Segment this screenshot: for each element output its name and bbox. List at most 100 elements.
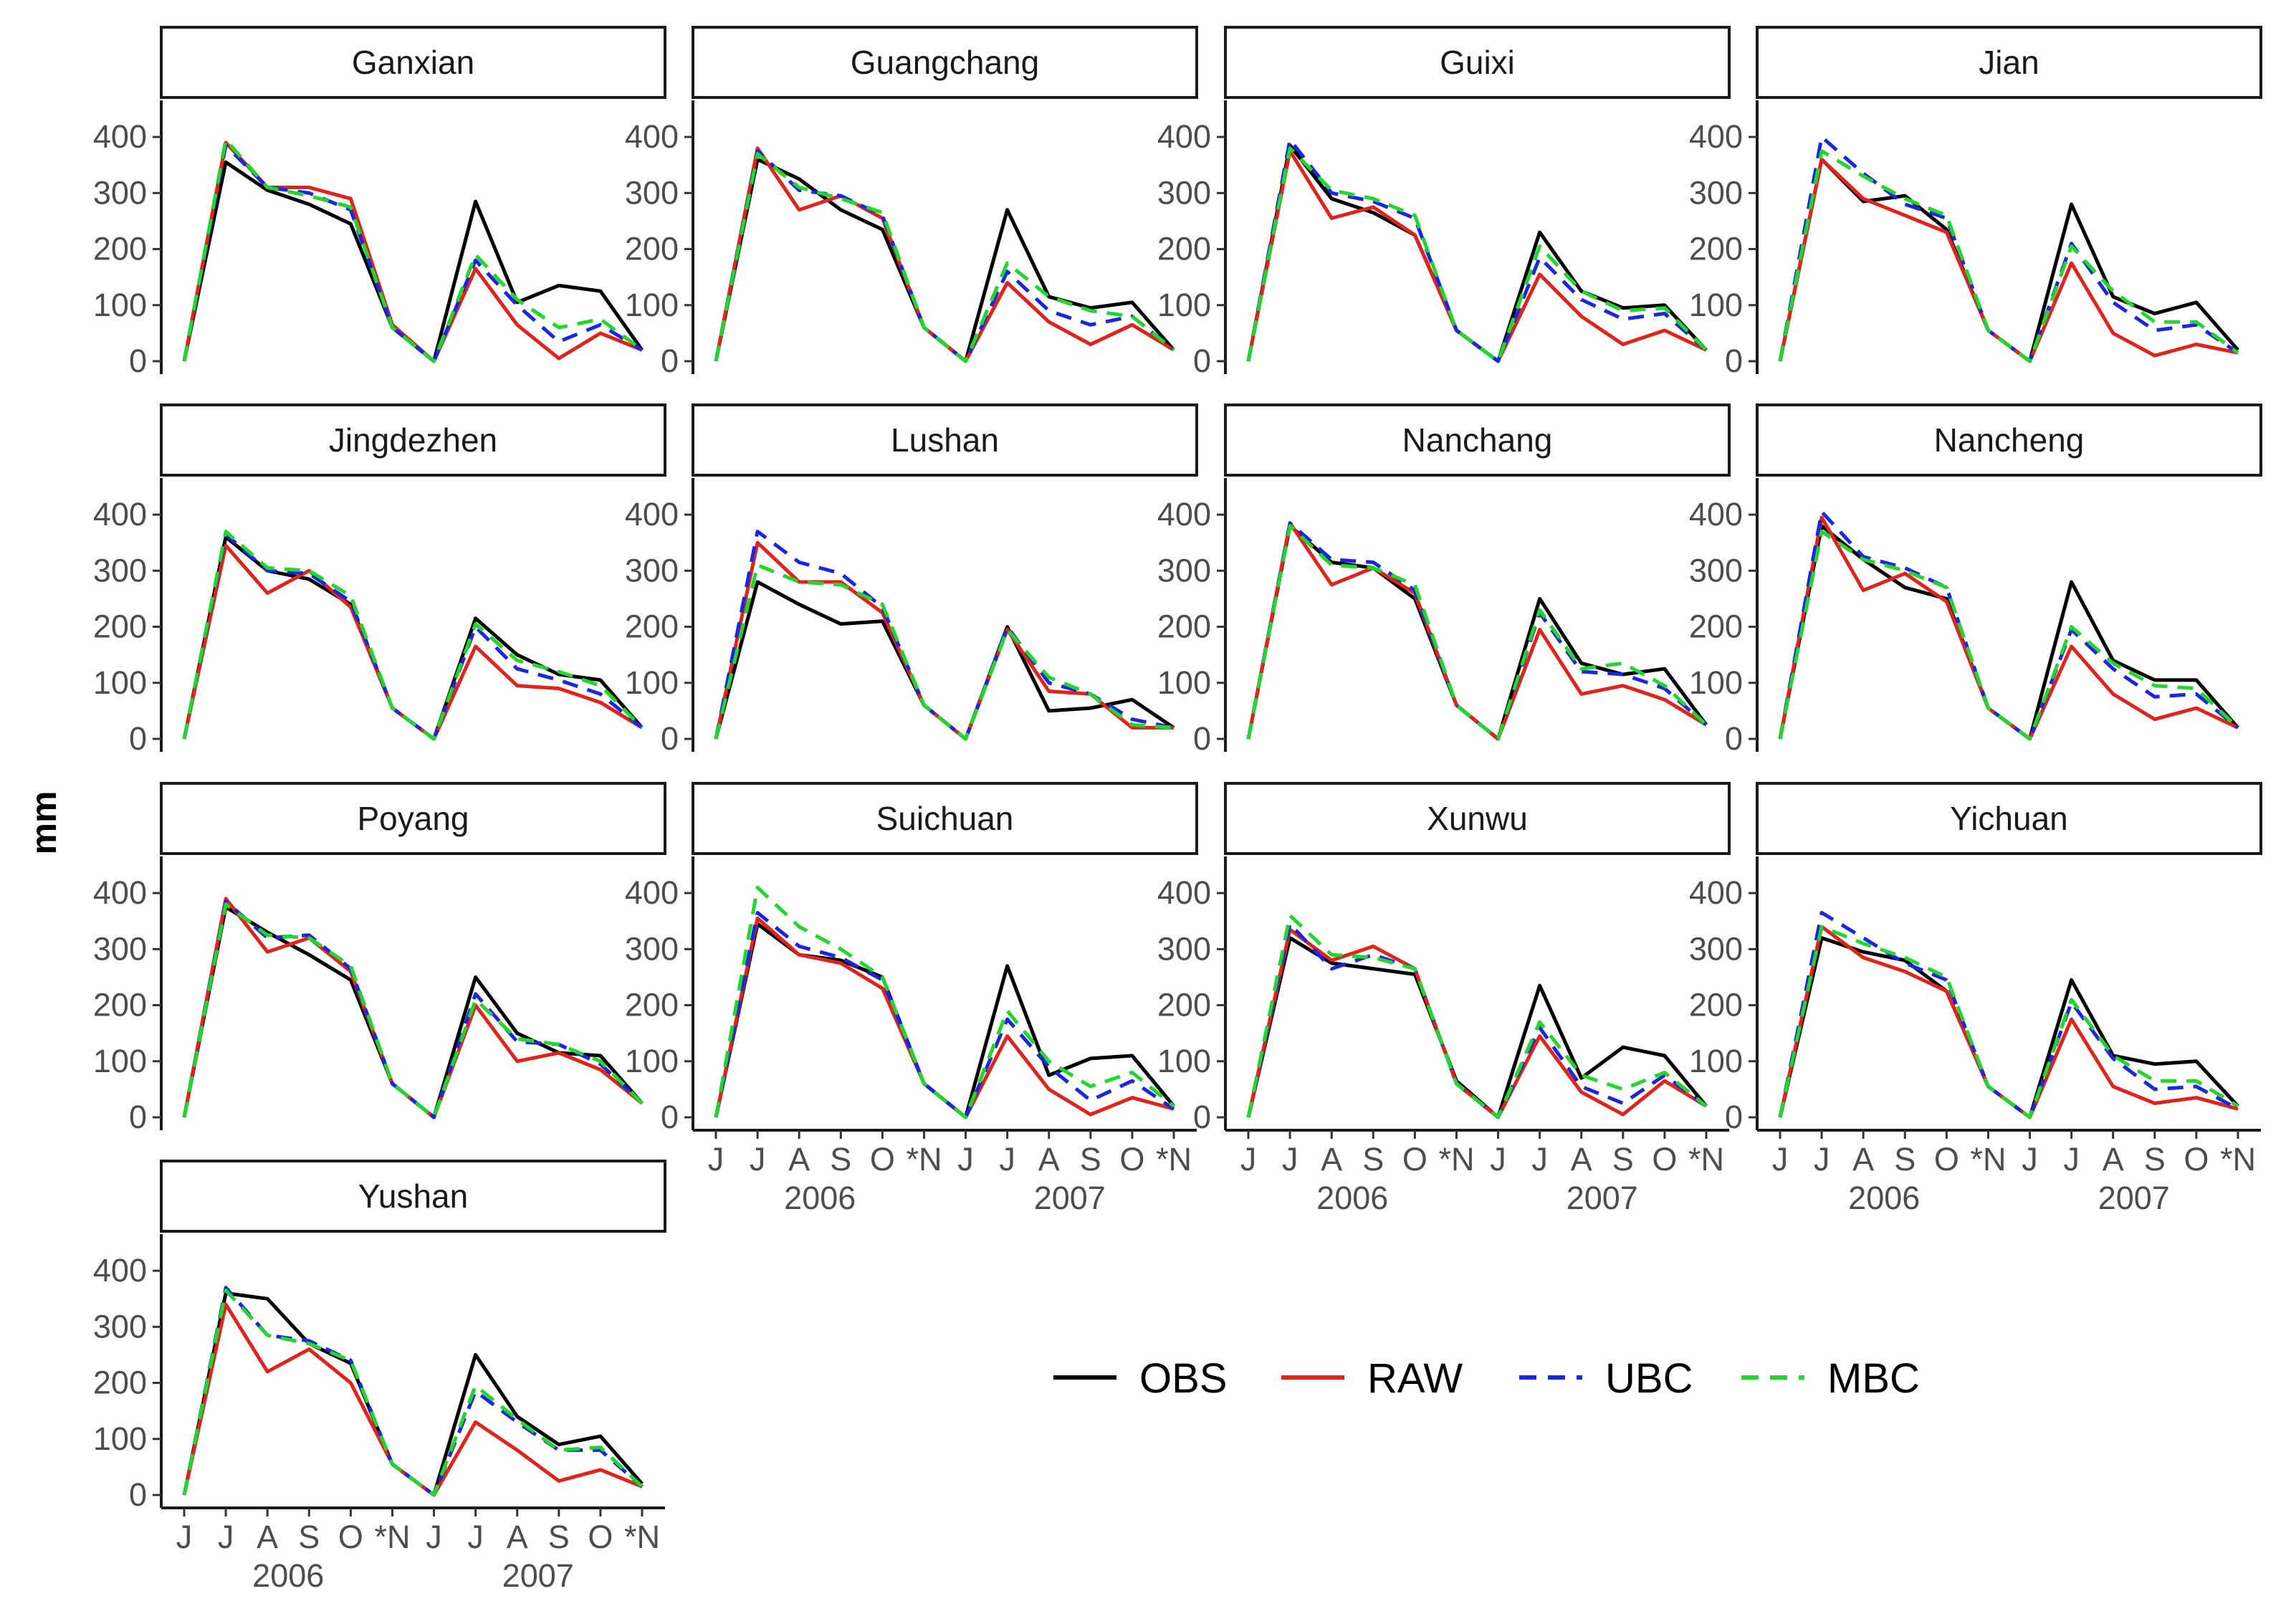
y-tick-label: 100 <box>1157 664 1211 701</box>
y-tick-label: 0 <box>1725 343 1743 379</box>
series-line-mbc <box>1778 925 2239 1119</box>
y-tick-label: 0 <box>129 343 147 379</box>
strip-ganxian <box>160 26 666 99</box>
strip-label: Ganxian <box>352 44 474 81</box>
strip-lushan <box>692 403 1198 477</box>
panel-jian: Jian 0 100 200 300 400 <box>1689 26 2262 379</box>
x-tick-label: J <box>957 1141 974 1178</box>
series-line-obs <box>1778 157 2239 363</box>
y-tick-label: 400 <box>93 118 147 155</box>
x-tick-label: J <box>426 1519 442 1555</box>
strip-label: Yichuan <box>1950 800 2068 837</box>
x-tick-label: S <box>548 1519 570 1555</box>
strip-label: Suichuan <box>876 800 1014 837</box>
series-line-raw <box>1246 927 1708 1119</box>
y-tick-label: 100 <box>1157 287 1211 323</box>
y-tick-label: 300 <box>625 552 679 588</box>
y-tick-label: 0 <box>129 1476 147 1513</box>
x-year-label: 2007 <box>2098 1180 2170 1216</box>
series-line-mbc <box>182 530 644 741</box>
x-tick-label: S <box>1362 1141 1384 1178</box>
y-tick-label: 300 <box>93 174 147 211</box>
y-tick-label: 400 <box>1157 118 1211 155</box>
x-tick-label: S <box>2144 1141 2166 1178</box>
series-line-obs <box>182 160 644 363</box>
x-tick-label: *N <box>374 1519 410 1555</box>
y-tick-label: 200 <box>1157 987 1211 1023</box>
x-tick-label: J <box>1240 1141 1257 1178</box>
x-tick-label: *N <box>624 1519 660 1555</box>
y-tick-label: 200 <box>1689 231 1743 267</box>
x-tick-label: J <box>750 1141 766 1178</box>
x-tick-label: S <box>830 1141 851 1178</box>
x-year-label: 2006 <box>1316 1180 1388 1216</box>
y-tick-label: 300 <box>625 930 679 967</box>
legend-label: OBS <box>1139 1355 1228 1402</box>
x-tick-label: J <box>2063 1141 2080 1178</box>
series-line-ubc <box>182 143 644 363</box>
y-tick-label: 100 <box>93 287 147 323</box>
series-line-raw <box>1246 521 1708 741</box>
y-tick-label: 300 <box>93 552 147 588</box>
y-tick-label: 300 <box>1157 174 1211 211</box>
x-year-label: 2006 <box>784 1180 856 1216</box>
x-tick-label: O <box>338 1519 363 1555</box>
strip-label: Xunwu <box>1427 800 1528 837</box>
series-line-obs <box>182 535 644 741</box>
strip-label: Lushan <box>891 421 999 459</box>
strip-label: Guangchang <box>851 44 1039 81</box>
y-tick-label: 200 <box>93 1365 147 1401</box>
x-tick-label: *N <box>1688 1141 1724 1178</box>
y-tick-label: 400 <box>1689 874 1743 911</box>
strip-jingdezhen <box>160 403 666 477</box>
x-tick-label: A <box>788 1141 810 1178</box>
y-tick-label: 200 <box>1157 608 1211 645</box>
y-tick-label: 0 <box>1725 1099 1743 1135</box>
y-tick-label: 300 <box>1157 552 1211 588</box>
y-tick-label: 0 <box>1725 720 1743 757</box>
y-tick-label: 0 <box>1193 720 1211 757</box>
panel-guangchang: Guangchang 0 100 200 300 400 <box>625 26 1198 379</box>
y-tick-label: 200 <box>93 231 147 267</box>
x-tick-label: A <box>1852 1141 1874 1178</box>
panel-guixi: Guixi 0 100 200 300 400 <box>1157 26 1731 379</box>
series-line-mbc <box>182 138 644 363</box>
y-tick-label: 400 <box>93 874 147 911</box>
series-line-obs <box>1778 524 2239 741</box>
y-tick-label: 400 <box>93 496 147 532</box>
x-tick-label: J <box>467 1519 484 1555</box>
x-year-label: 2007 <box>1034 1180 1106 1216</box>
x-tick-label: J <box>1531 1141 1548 1178</box>
x-tick-label: J <box>2022 1141 2038 1178</box>
strip-xunwu <box>1224 782 1731 855</box>
y-tick-label: 0 <box>129 720 147 757</box>
series-line-obs <box>1246 936 1708 1119</box>
series-line-obs <box>182 905 644 1119</box>
x-tick-label: J <box>218 1519 234 1555</box>
series-line-raw <box>182 543 644 741</box>
x-tick-label: O <box>1934 1141 1959 1178</box>
x-tick-label: O <box>1652 1141 1677 1178</box>
y-tick-label: 400 <box>1689 496 1743 532</box>
strip-nanchang <box>1224 403 1731 477</box>
strip-label: Guixi <box>1440 44 1515 81</box>
series-line-mbc <box>182 1289 644 1497</box>
y-tick-label: 200 <box>1689 987 1743 1023</box>
series-line-raw <box>714 916 1175 1119</box>
series-line-raw <box>182 140 643 363</box>
legend-item-obs: OBS <box>1053 1355 1228 1402</box>
y-tick-label: 200 <box>1157 231 1211 267</box>
y-tick-label: 200 <box>625 231 679 267</box>
x-tick-label: J <box>708 1141 724 1178</box>
series-line-obs <box>1778 936 2239 1119</box>
x-tick-label: S <box>1080 1141 1101 1178</box>
y-tick-label: 100 <box>625 287 679 323</box>
strip-guangchang <box>692 26 1198 99</box>
y-tick-label: 300 <box>1689 930 1743 967</box>
y-tick-label: 100 <box>625 664 679 701</box>
panel-nanchang: Nanchang 0 100 200 300 400 <box>1157 403 1731 757</box>
strip-label: Poyang <box>357 800 469 837</box>
x-tick-label: O <box>1402 1141 1427 1178</box>
x-tick-label: *N <box>1156 1141 1192 1178</box>
